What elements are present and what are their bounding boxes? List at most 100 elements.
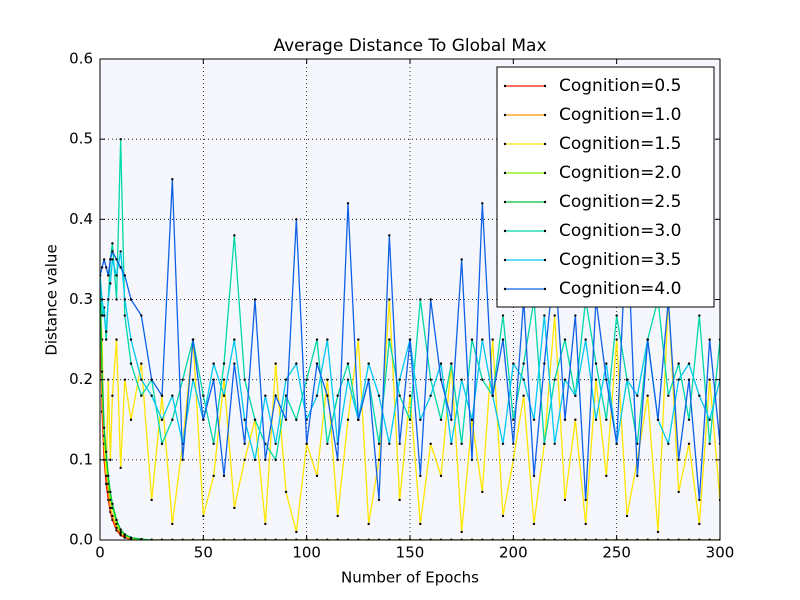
point-marker xyxy=(140,362,143,365)
point-marker xyxy=(429,378,432,381)
point-marker xyxy=(667,442,670,445)
point-marker xyxy=(171,394,174,397)
point-marker xyxy=(646,394,649,397)
point-marker xyxy=(150,394,153,397)
point-marker xyxy=(574,314,577,317)
point-marker xyxy=(102,258,106,261)
point-marker xyxy=(305,378,308,381)
point-marker xyxy=(439,378,443,381)
point-marker xyxy=(439,362,443,365)
point-marker xyxy=(708,418,711,421)
point-marker xyxy=(357,338,360,341)
point-marker xyxy=(243,458,246,462)
point-marker xyxy=(346,202,350,205)
point-marker xyxy=(605,418,608,421)
legend-label: Cognition=3.0 xyxy=(559,221,681,241)
point-marker xyxy=(107,274,110,277)
point-marker xyxy=(470,458,474,462)
point-marker xyxy=(160,442,164,445)
point-marker xyxy=(111,250,114,253)
point-marker xyxy=(119,250,122,253)
point-marker xyxy=(284,490,288,494)
legend-marker xyxy=(543,200,547,204)
point-marker xyxy=(698,522,701,526)
point-marker xyxy=(326,378,329,381)
point-marker xyxy=(336,514,339,518)
point-marker xyxy=(512,418,515,421)
point-marker xyxy=(140,394,143,397)
point-marker xyxy=(584,338,587,341)
point-marker xyxy=(253,458,257,462)
point-marker xyxy=(253,418,257,421)
point-marker xyxy=(336,394,339,397)
series-line xyxy=(100,251,720,460)
legend-marker xyxy=(503,84,507,88)
point-marker xyxy=(687,442,691,445)
point-marker xyxy=(105,450,108,454)
point-marker xyxy=(315,338,319,341)
legend-marker xyxy=(503,113,507,117)
point-marker xyxy=(656,418,660,421)
point-marker xyxy=(532,522,536,526)
point-marker xyxy=(326,394,329,397)
point-marker xyxy=(367,362,370,365)
series-line xyxy=(100,139,720,462)
legend-label: Cognition=1.5 xyxy=(559,134,681,154)
point-marker xyxy=(512,458,515,462)
point-marker xyxy=(123,274,127,277)
point-marker xyxy=(123,314,127,317)
point-marker xyxy=(429,394,432,397)
point-marker xyxy=(625,514,629,518)
point-marker xyxy=(553,378,556,381)
point-marker xyxy=(202,418,205,421)
y-tick-label: 0.4 xyxy=(69,210,93,228)
point-marker xyxy=(543,314,546,317)
y-axis-label: Distance value xyxy=(43,244,61,355)
chart-title: Average Distance To Global Max xyxy=(273,36,546,56)
point-marker xyxy=(115,258,118,261)
point-marker xyxy=(677,458,680,462)
point-marker xyxy=(202,514,205,518)
legend-marker xyxy=(503,229,507,233)
point-marker xyxy=(212,378,215,381)
point-marker xyxy=(150,378,153,381)
point-marker xyxy=(140,378,143,381)
point-marker xyxy=(491,338,494,341)
point-marker xyxy=(377,394,381,397)
point-marker xyxy=(109,258,112,261)
point-marker xyxy=(346,418,350,421)
legend-marker xyxy=(503,142,507,146)
point-marker xyxy=(181,378,184,381)
y-tick-label: 0.3 xyxy=(69,290,93,308)
point-marker xyxy=(109,498,112,502)
legend-marker xyxy=(503,287,507,291)
point-marker xyxy=(646,338,649,341)
point-marker xyxy=(264,458,267,462)
point-marker xyxy=(377,498,381,502)
point-marker xyxy=(481,490,484,494)
point-marker xyxy=(553,314,556,317)
point-marker xyxy=(109,506,112,510)
point-marker xyxy=(429,298,432,301)
point-marker xyxy=(315,362,319,365)
point-marker xyxy=(605,474,608,478)
point-marker xyxy=(522,378,525,381)
point-marker xyxy=(367,378,370,381)
legend-label: Cognition=2.5 xyxy=(559,192,681,212)
point-marker xyxy=(460,258,463,261)
x-tick-label: 300 xyxy=(706,544,735,562)
point-marker xyxy=(698,498,701,502)
point-marker xyxy=(470,338,474,341)
point-marker xyxy=(470,418,474,421)
point-marker xyxy=(222,474,226,478)
point-marker xyxy=(295,418,298,421)
point-marker xyxy=(295,218,298,221)
point-marker xyxy=(233,506,236,510)
point-marker xyxy=(450,418,453,421)
point-marker xyxy=(129,338,133,341)
point-marker xyxy=(140,314,143,317)
point-marker xyxy=(708,338,711,341)
point-marker xyxy=(243,418,246,421)
point-marker xyxy=(105,474,108,478)
